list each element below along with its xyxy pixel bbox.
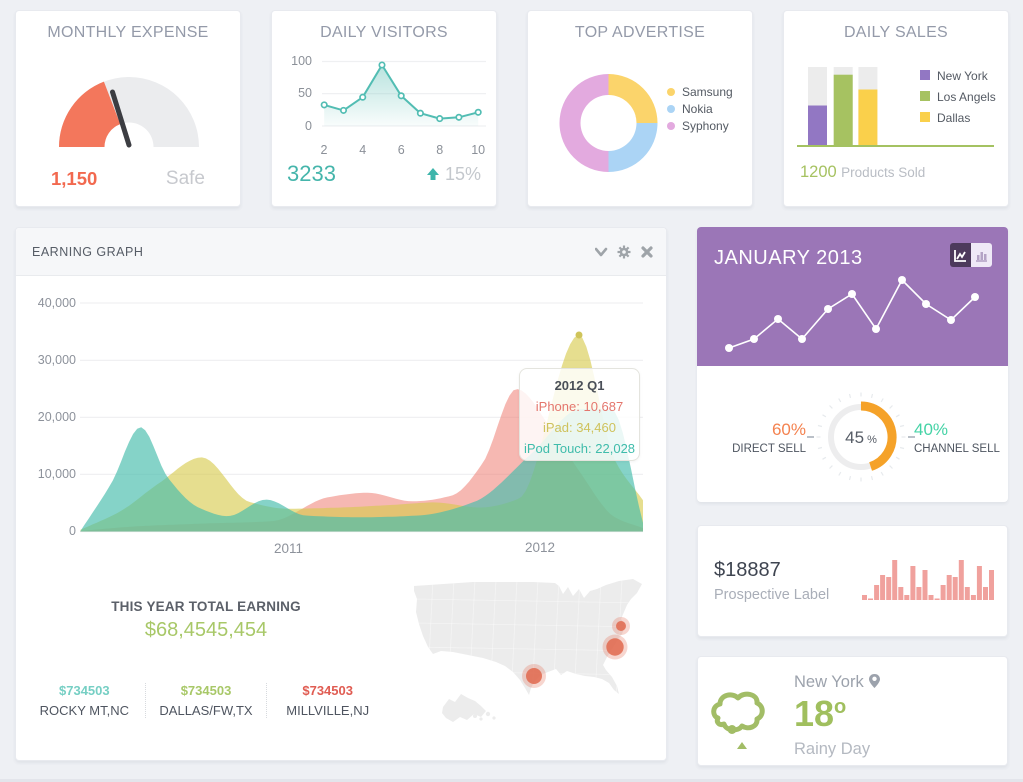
svg-text:100: 100 — [291, 54, 312, 68]
svg-text:6: 6 — [398, 143, 405, 157]
svg-text:20,000: 20,000 — [38, 410, 76, 424]
svg-text:2: 2 — [321, 143, 328, 157]
svg-text:8: 8 — [436, 143, 443, 157]
svg-text:45 %: 45 % — [845, 428, 877, 447]
svg-text:2011: 2011 — [274, 541, 303, 556]
svg-text:30,000: 30,000 — [38, 353, 76, 367]
svg-text:50: 50 — [298, 86, 312, 100]
svg-text:4: 4 — [359, 143, 366, 157]
svg-text:0: 0 — [305, 119, 312, 133]
svg-text:0: 0 — [69, 524, 76, 538]
svg-text:40,000: 40,000 — [38, 296, 76, 310]
svg-text:10,000: 10,000 — [38, 467, 76, 481]
svg-text:10: 10 — [471, 143, 485, 157]
svg-text:2012: 2012 — [525, 540, 555, 555]
